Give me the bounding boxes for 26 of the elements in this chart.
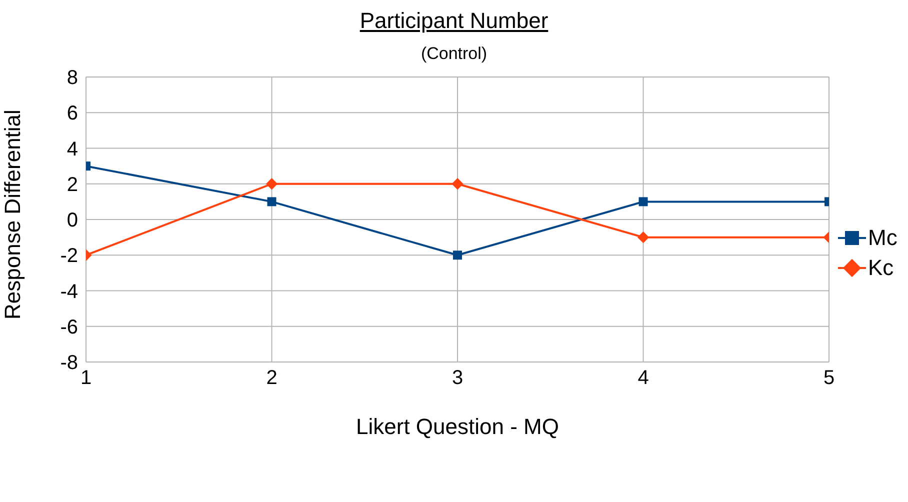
x-tick-label: 2 (266, 367, 278, 390)
x-axis-title: Likert Question - MQ (356, 414, 559, 439)
x-tick-label: 4 (638, 367, 649, 390)
y-tick-label: 6 (66, 102, 78, 125)
legend-label: Mc (868, 225, 898, 251)
chart-title: Participant Number (358, 8, 550, 34)
y-tick-label: -6 (60, 316, 78, 338)
point (638, 197, 648, 206)
x-tick-label: 1 (80, 367, 92, 390)
y-tick-label: -2 (60, 245, 78, 268)
point (453, 250, 462, 260)
y-tick-label: 4 (66, 138, 78, 160)
y-tick-label: -8 (60, 352, 78, 374)
point (266, 178, 278, 190)
x-tick-label: 5 (823, 367, 835, 390)
y-tick-label: 2 (66, 174, 78, 196)
y-tick-label: 8 (66, 67, 78, 90)
y-tick-label: -4 (60, 280, 78, 303)
point (452, 178, 464, 190)
chart-subtitle: (Control) (420, 44, 488, 64)
point (637, 231, 650, 244)
x-tick-label: 3 (452, 367, 464, 390)
y-axis-title: Response Differential (0, 110, 25, 320)
point (267, 197, 276, 206)
y-tick-label: 0 (66, 210, 78, 232)
legend-label: Kc (868, 255, 894, 281)
